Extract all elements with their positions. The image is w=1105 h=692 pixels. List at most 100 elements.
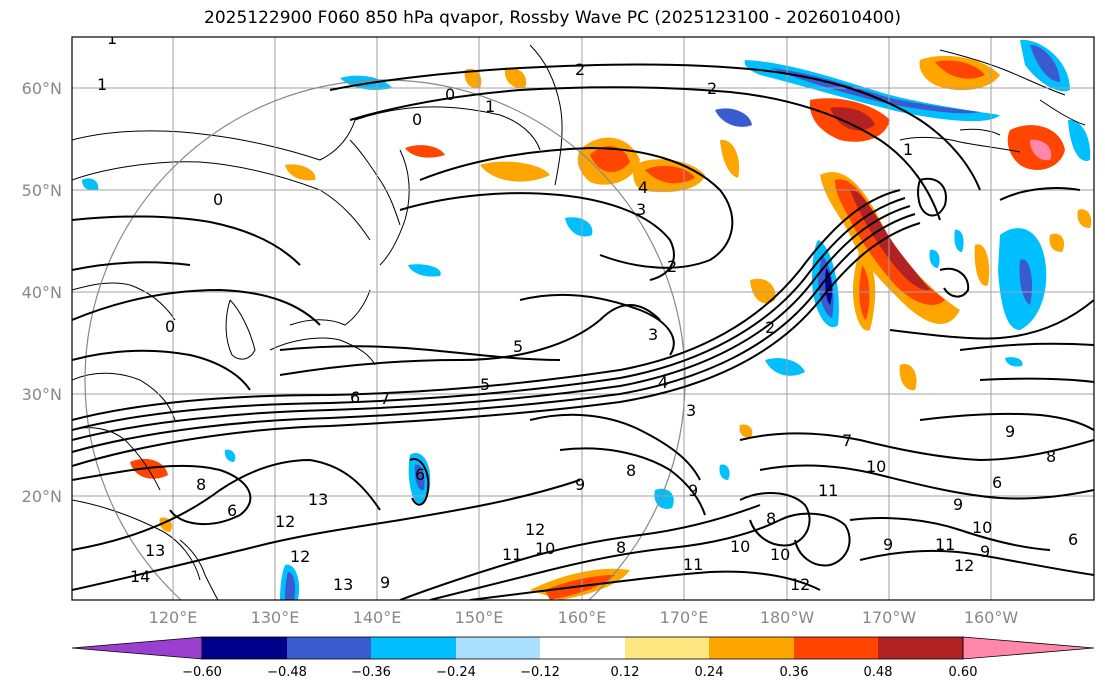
lat-label: 60°N	[22, 79, 62, 98]
colorbar-segment	[371, 637, 456, 659]
contour-label: 12	[275, 512, 295, 531]
contour-label: 4	[638, 178, 648, 197]
contour-label: 9	[980, 542, 990, 561]
colorbar-segment	[625, 637, 709, 659]
contour-label: 8	[766, 509, 776, 528]
contour-label: 7	[842, 431, 852, 450]
contour-label: 12	[290, 547, 310, 566]
colorbar-segment	[540, 637, 625, 659]
lat-label: 20°N	[22, 487, 62, 506]
colorbar-tick-label: −0.24	[436, 665, 476, 680]
contour-label: 2	[575, 60, 585, 79]
lon-label: 150°E	[455, 608, 504, 627]
contour-label: 10	[972, 518, 992, 537]
lat-label: 40°N	[22, 283, 62, 302]
contour-label: 1	[485, 97, 495, 116]
contour-labels: 1 1 0 1 2 2 1 0 0 3 2 4 0 5 3 5 2 4 6 7 …	[97, 29, 1078, 594]
lon-label: 130°E	[251, 608, 300, 627]
lon-label: 170°W	[862, 608, 917, 627]
contour-label: 12	[525, 520, 545, 539]
colorbar-frame	[201, 636, 964, 660]
colorbar-segment	[794, 637, 878, 659]
contour-label: 10	[535, 539, 555, 558]
contour-label: 9	[953, 495, 963, 514]
contour-label: 7	[380, 389, 390, 408]
contour-label: 9	[575, 475, 585, 494]
contour-label: 9	[883, 535, 893, 554]
contour-label: 3	[648, 325, 658, 344]
contour-label: 3	[686, 401, 696, 420]
colorbar: −0.60 −0.48 −0.36 −0.24 −0.12 0.12 0.24 …	[71, 636, 1095, 680]
colorbar-segment	[456, 637, 540, 659]
contour-label: 12	[954, 556, 974, 575]
contour-label: 0	[165, 317, 175, 336]
contour-label: 12	[790, 575, 810, 594]
gridlines	[72, 37, 1094, 600]
lon-label: 160°E	[558, 608, 607, 627]
contour-label: 2	[707, 79, 717, 98]
contour-label: 11	[502, 545, 522, 564]
colorbar-segment	[709, 637, 794, 659]
plot-frame	[71, 36, 1095, 601]
contour-label: 0	[412, 110, 422, 129]
coastlines	[72, 44, 1086, 600]
lon-label: 160°W	[964, 608, 1019, 627]
contour-label: 13	[308, 490, 328, 509]
contour-label: 8	[616, 538, 626, 557]
lon-label: 140°E	[353, 608, 402, 627]
contour-label: 2	[667, 257, 677, 276]
latitude-labels: 60°N 50°N 40°N 30°N 20°N	[22, 79, 62, 506]
colorbar-tick-label: 0.48	[864, 665, 893, 680]
colorbar-tick-label: 0.24	[695, 665, 724, 680]
colorbar-tick-label: −0.48	[267, 665, 307, 680]
contour-label: 6	[992, 473, 1002, 492]
contour-label: 3	[636, 200, 646, 219]
map-title: 2025122900 F060 850 hPa qvapor, Rossby W…	[204, 8, 901, 28]
colorbar-tick-label: −0.36	[351, 665, 391, 680]
colorbar-ticks: −0.60 −0.48 −0.36 −0.24 −0.12 0.12 0.24 …	[182, 665, 977, 680]
contour-label: 5	[480, 375, 490, 394]
colorbar-segment	[202, 637, 287, 659]
contour-label: 1	[903, 140, 913, 159]
contour-label: 11	[818, 481, 838, 500]
contour-lines	[72, 63, 1094, 600]
contour-label: 9	[688, 481, 698, 500]
contour-label: 8	[626, 461, 636, 480]
contour-label: 14	[130, 567, 150, 586]
longitude-labels: 120°E 130°E 140°E 150°E 160°E 170°E 180°…	[149, 608, 1019, 627]
colorbar-segment	[287, 637, 371, 659]
contour-label: 6	[350, 388, 360, 407]
lat-label: 50°N	[22, 181, 62, 200]
colorbar-tick-label: −0.60	[182, 665, 222, 680]
contour-label: 11	[935, 535, 955, 554]
colorbar-tick-label: 0.12	[611, 665, 640, 680]
contour-label: 10	[866, 457, 886, 476]
lat-label: 30°N	[22, 385, 62, 404]
lon-label: 180°W	[760, 608, 815, 627]
contour-label: 1	[107, 29, 117, 48]
contour-label: 11	[683, 555, 703, 574]
contour-label: 4	[658, 373, 668, 392]
contour-label: 0	[445, 85, 455, 104]
colorbar-extend-high	[962, 636, 1095, 660]
colorbar-tick-label: 0.36	[780, 665, 809, 680]
contour-label: 0	[213, 190, 223, 209]
contour-label: 8	[1046, 447, 1056, 466]
colorbar-extend-low	[71, 636, 203, 660]
contour-label: 9	[380, 573, 390, 592]
contour-label: 6	[1068, 530, 1078, 549]
contour-label: 10	[770, 545, 790, 564]
contour-label: 13	[145, 541, 165, 560]
contour-label: 1	[97, 75, 107, 94]
lon-label: 170°E	[660, 608, 709, 627]
colorbar-segment	[878, 637, 963, 659]
contour-label: 5	[513, 337, 523, 356]
contour-label: 13	[333, 575, 353, 594]
contour-label: 8	[196, 475, 206, 494]
anomaly-shading	[82, 39, 1092, 600]
contour-label: 6	[415, 465, 425, 484]
colorbar-tick-label: −0.12	[520, 665, 560, 680]
contour-label: 9	[1005, 422, 1015, 441]
contour-label: 6	[227, 501, 237, 520]
